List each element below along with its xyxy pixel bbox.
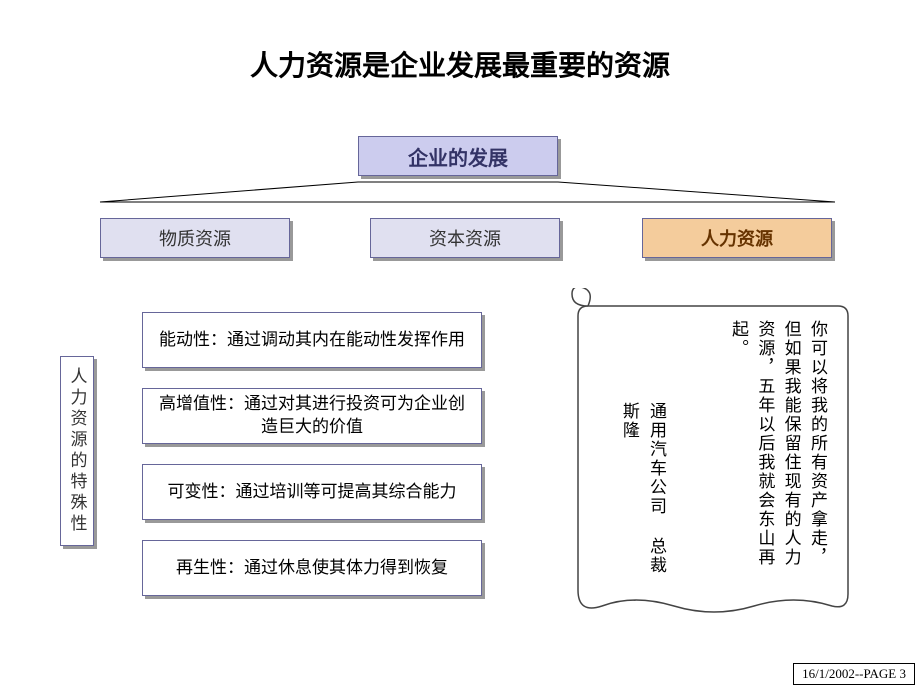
- char-box-1: 能动性：通过调动其内在能动性发挥作用: [142, 312, 482, 368]
- quote-attr1: 通用汽车公司 总裁: [647, 402, 666, 575]
- char-box-3: 可变性：通过培训等可提高其综合能力: [142, 464, 482, 520]
- category-hr-label: 人力资源: [701, 225, 773, 251]
- category-material: 物质资源: [100, 218, 290, 258]
- category-capital: 资本资源: [370, 218, 560, 258]
- category-capital-label: 资本资源: [429, 225, 501, 251]
- quote-text-content: 你可以将我的所有资产拿走，但如果我能保留住现有的人力资源，五年以后我就会东山再起…: [729, 320, 827, 567]
- quote-text: 你可以将我的所有资产拿走，但如果我能保留住现有的人力资源，五年以后我就会东山再起…: [690, 320, 830, 568]
- quote-attr2: 斯隆: [620, 402, 639, 440]
- side-label-hr-specialty: 人力资源的特殊性: [60, 356, 94, 546]
- category-material-label: 物质资源: [159, 225, 231, 251]
- char-box-4-text: 再生性：通过休息使其体力得到恢复: [176, 557, 448, 580]
- char-box-2-text: 高增值性：通过对其进行投资可为企业创造巨大的价值: [153, 393, 471, 439]
- category-hr: 人力资源: [642, 218, 832, 258]
- char-box-2: 高增值性：通过对其进行投资可为企业创造巨大的价值: [142, 388, 482, 444]
- char-box-1-text: 能动性：通过调动其内在能动性发挥作用: [159, 329, 465, 352]
- quote-attribution: 通用汽车公司 总裁 斯隆: [600, 402, 670, 602]
- footer-pageinfo: 16/1/2002--PAGE 3: [793, 663, 915, 685]
- char-box-4: 再生性：通过休息使其体力得到恢复: [142, 540, 482, 596]
- footer-text: 16/1/2002--PAGE 3: [802, 666, 906, 681]
- char-box-3-text: 可变性：通过培训等可提高其综合能力: [168, 481, 457, 504]
- side-label-text: 人力资源的特殊性: [65, 367, 90, 535]
